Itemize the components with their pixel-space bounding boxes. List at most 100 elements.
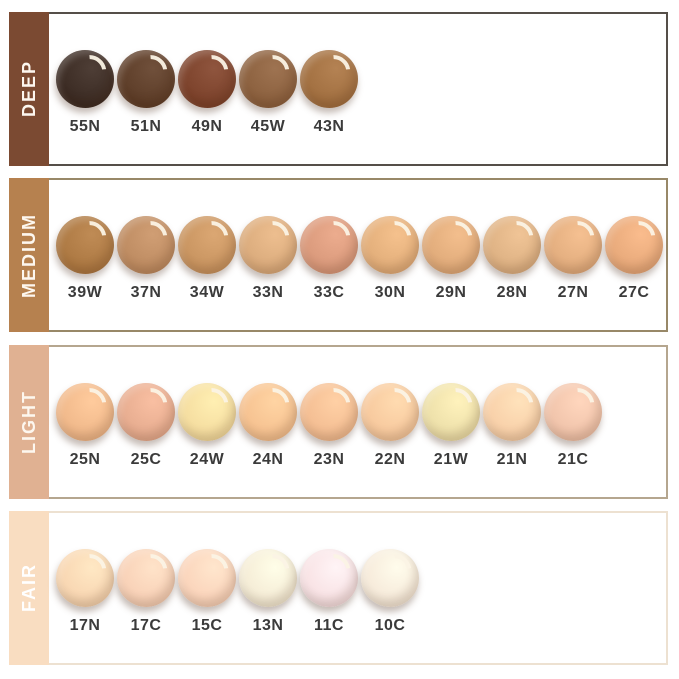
- foundation-drop-icon[interactable]: [544, 382, 602, 441]
- shade-swatch[interactable]: 51N: [117, 49, 175, 136]
- foundation-drop-icon[interactable]: [239, 49, 297, 108]
- shade-swatch[interactable]: 21N: [483, 382, 541, 469]
- shade-category-panel: DEEP 55N 51N 49N 45W 43N: [9, 12, 668, 166]
- shade-swatch[interactable]: 37N: [117, 215, 175, 302]
- shade-swatch[interactable]: 43N: [300, 49, 358, 136]
- shade-swatch[interactable]: 28N: [483, 215, 541, 302]
- foundation-drop-icon[interactable]: [178, 49, 236, 108]
- gloss-highlight-icon: [621, 215, 661, 255]
- shade-label: 13N: [252, 617, 284, 634]
- foundation-drop-icon[interactable]: [300, 49, 358, 108]
- gloss-highlight-icon: [316, 215, 356, 255]
- foundation-drop-icon[interactable]: [56, 215, 114, 274]
- gloss-highlight-icon: [194, 49, 234, 89]
- category-label: LIGHT: [18, 390, 39, 454]
- gloss-highlight-icon: [377, 548, 417, 588]
- foundation-drop-icon[interactable]: [117, 49, 175, 108]
- foundation-drop-icon[interactable]: [300, 548, 358, 607]
- shade-swatch[interactable]: 17C: [117, 548, 175, 635]
- foundation-drop-icon[interactable]: [178, 548, 236, 607]
- foundation-drop-icon[interactable]: [239, 382, 297, 441]
- shade-label: 27C: [618, 284, 650, 301]
- shade-swatch[interactable]: 25N: [56, 382, 114, 469]
- shade-swatch[interactable]: 33N: [239, 215, 297, 302]
- foundation-drop-icon[interactable]: [483, 382, 541, 441]
- foundation-drop-icon[interactable]: [361, 215, 419, 274]
- shade-swatch[interactable]: 39W: [56, 215, 114, 302]
- foundation-drop-icon[interactable]: [239, 215, 297, 274]
- gloss-highlight-icon: [72, 215, 112, 255]
- shade-swatch[interactable]: 21W: [422, 382, 480, 469]
- shade-label: 34W: [189, 284, 225, 301]
- gloss-highlight-icon: [438, 382, 478, 422]
- shade-swatch[interactable]: 33C: [300, 215, 358, 302]
- foundation-drop-icon[interactable]: [300, 382, 358, 441]
- gloss-highlight-icon: [499, 382, 539, 422]
- shade-swatch[interactable]: 45W: [239, 49, 297, 136]
- gloss-highlight-icon: [72, 49, 112, 89]
- foundation-drop-icon[interactable]: [178, 215, 236, 274]
- foundation-drop-icon[interactable]: [178, 382, 236, 441]
- shade-label: 15C: [191, 617, 223, 634]
- shade-label: 21W: [433, 451, 469, 468]
- swatch-row: 39W 37N 34W 33N 33C 30N 29N: [49, 180, 666, 330]
- foundation-drop-icon[interactable]: [56, 548, 114, 607]
- shade-swatch[interactable]: 13N: [239, 548, 297, 635]
- gloss-highlight-icon: [560, 382, 600, 422]
- gloss-highlight-icon: [499, 215, 539, 255]
- gloss-highlight-icon: [438, 215, 478, 255]
- foundation-drop-icon[interactable]: [56, 49, 114, 108]
- foundation-drop-icon[interactable]: [422, 382, 480, 441]
- foundation-drop-icon[interactable]: [117, 548, 175, 607]
- shade-swatch[interactable]: 49N: [178, 49, 236, 136]
- shade-swatch[interactable]: 25C: [117, 382, 175, 469]
- shade-label: 55N: [69, 118, 101, 135]
- shade-label: 25C: [130, 451, 162, 468]
- foundation-drop-icon[interactable]: [544, 215, 602, 274]
- shade-swatch[interactable]: 24N: [239, 382, 297, 469]
- shade-label: 33N: [252, 284, 284, 301]
- category-label: FAIR: [18, 563, 39, 613]
- shade-swatch[interactable]: 29N: [422, 215, 480, 302]
- category-label: MEDIUM: [18, 212, 39, 298]
- foundation-drop-icon[interactable]: [56, 382, 114, 441]
- category-band: MEDIUM: [9, 178, 49, 332]
- foundation-drop-icon[interactable]: [605, 215, 663, 274]
- gloss-highlight-icon: [377, 382, 417, 422]
- shade-swatch[interactable]: 21C: [544, 382, 602, 469]
- category-label: DEEP: [18, 60, 39, 118]
- gloss-highlight-icon: [133, 215, 173, 255]
- shade-swatch[interactable]: 24W: [178, 382, 236, 469]
- shade-swatch[interactable]: 30N: [361, 215, 419, 302]
- foundation-drop-icon[interactable]: [239, 548, 297, 607]
- shade-swatch[interactable]: 11C: [300, 548, 358, 635]
- shade-swatch[interactable]: 23N: [300, 382, 358, 469]
- shade-swatch[interactable]: 55N: [56, 49, 114, 136]
- foundation-drop-icon[interactable]: [483, 215, 541, 274]
- shade-swatch[interactable]: 27N: [544, 215, 602, 302]
- foundation-drop-icon[interactable]: [361, 548, 419, 607]
- gloss-highlight-icon: [255, 382, 295, 422]
- shade-swatch[interactable]: 10C: [361, 548, 419, 635]
- foundation-drop-icon[interactable]: [117, 215, 175, 274]
- foundation-drop-icon[interactable]: [422, 215, 480, 274]
- shade-label: 17C: [130, 617, 162, 634]
- shade-label: 23N: [313, 451, 345, 468]
- foundation-drop-icon[interactable]: [361, 382, 419, 441]
- shade-label: 21C: [557, 451, 589, 468]
- gloss-highlight-icon: [560, 215, 600, 255]
- shade-swatch[interactable]: 17N: [56, 548, 114, 635]
- foundation-drop-icon[interactable]: [300, 215, 358, 274]
- gloss-highlight-icon: [194, 548, 234, 588]
- foundation-drop-icon[interactable]: [117, 382, 175, 441]
- shade-label: 24W: [189, 451, 225, 468]
- gloss-highlight-icon: [255, 49, 295, 89]
- shade-swatch[interactable]: 15C: [178, 548, 236, 635]
- shade-swatch[interactable]: 22N: [361, 382, 419, 469]
- shade-swatch[interactable]: 34W: [178, 215, 236, 302]
- shade-label: 24N: [252, 451, 284, 468]
- shade-swatch[interactable]: 27C: [605, 215, 663, 302]
- gloss-highlight-icon: [133, 49, 173, 89]
- shade-category-panel: FAIR 17N 17C 15C 13N 11C 1: [9, 511, 668, 665]
- shade-label: 30N: [374, 284, 406, 301]
